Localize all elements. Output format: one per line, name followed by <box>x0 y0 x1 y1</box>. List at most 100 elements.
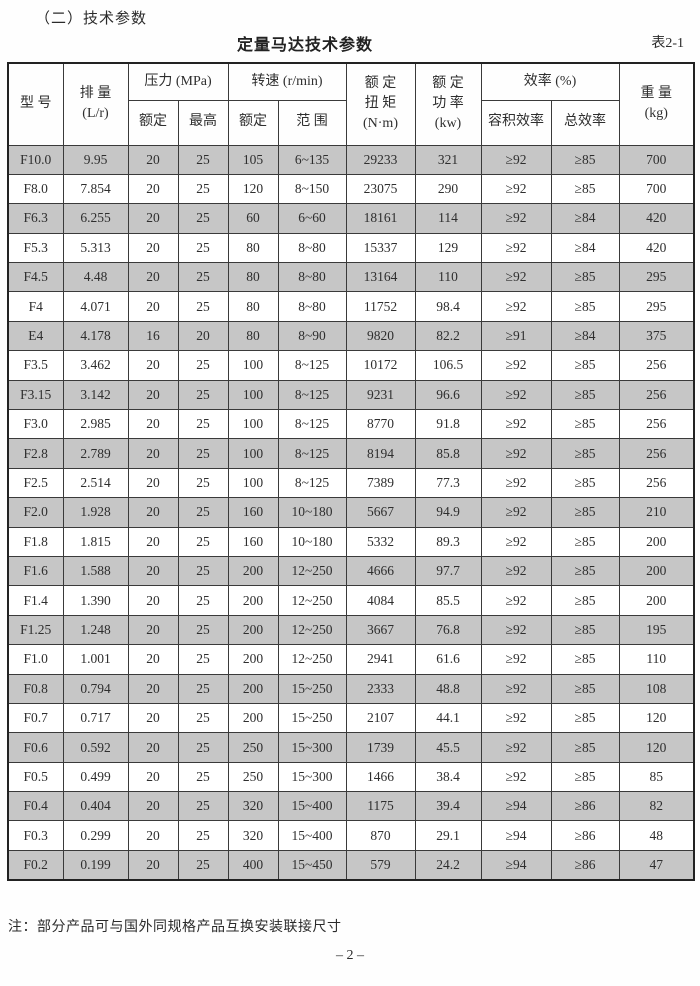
table-cell: 8~125 <box>277 467 347 499</box>
table-cell: 25 <box>177 438 229 469</box>
table-cell: 85 <box>618 761 695 793</box>
table-cell: ≥92 <box>480 409 552 440</box>
table-cell: ≥85 <box>550 702 620 734</box>
table-cell: 5667 <box>345 497 416 528</box>
table-cell: F4.5 <box>7 262 64 293</box>
section-heading: （二）技术参数 <box>35 11 148 27</box>
header-speed-rated: 额定 <box>227 99 279 146</box>
table-cell: 8194 <box>345 438 416 469</box>
table-cell: 15~250 <box>277 673 347 704</box>
table-cell: 76.8 <box>414 614 482 646</box>
table-cell: ≥85 <box>550 614 620 646</box>
table-cell: 18161 <box>345 203 416 234</box>
table-row: F0.3 0.299 20 25 320 15~400 870 29.1 ≥94 ≥86 48 <box>7 820 695 851</box>
table-cell: 290 <box>414 173 482 205</box>
table-title: 定量马达技术参数 <box>236 37 374 54</box>
table-cell: 4666 <box>345 555 416 587</box>
table-row: F2.5 2.514 20 25 100 8~125 7389 77.3 ≥92 ≥85 256 <box>7 467 695 499</box>
table-cell: 100 <box>227 350 279 381</box>
table-cell: 15~450 <box>277 849 347 881</box>
table-row: F0.6 0.592 20 25 250 15~300 1739 45.5 ≥92 ≥85 120 <box>7 732 695 763</box>
table-cell: 25 <box>177 614 229 646</box>
table-cell: 20 <box>127 526 179 557</box>
table-cell: 25 <box>177 232 229 264</box>
table-cell: 25 <box>177 849 229 881</box>
table-cell: 15~250 <box>277 702 347 734</box>
table-cell: 15~400 <box>277 820 347 851</box>
table-cell: 80 <box>227 232 279 264</box>
table-cell: 200 <box>227 702 279 734</box>
table-cell: 25 <box>177 379 229 411</box>
table-cell: 1.001 <box>62 644 129 675</box>
table-cell: 20 <box>127 291 179 322</box>
table-cell: 320 <box>227 820 279 851</box>
table-cell: F5.3 <box>7 232 64 264</box>
table-cell: ≥92 <box>480 555 552 587</box>
table-cell: F10.0 <box>7 144 64 175</box>
table-row: F6.3 6.255 20 25 60 6~60 18161 114 ≥92 ≥84 420 <box>7 203 695 234</box>
table-cell: 82 <box>618 791 695 822</box>
table-row: F1.4 1.390 20 25 200 12~250 4084 85.5 ≥92 ≥85 200 <box>7 585 695 616</box>
table-cell: 82.2 <box>414 320 482 352</box>
table-cell: ≥92 <box>480 262 552 293</box>
table-cell: 160 <box>227 526 279 557</box>
table-cell: 25 <box>177 497 229 528</box>
header-pressure-group: 压力 (MPa) <box>127 62 229 101</box>
table-cell: 256 <box>618 467 695 499</box>
header-power: 额 定 功 率 (kw) <box>414 62 482 146</box>
table-cell: 39.4 <box>414 791 482 822</box>
header-efficiency-group: 效率 (%) <box>480 62 620 101</box>
table-cell: F0.6 <box>7 732 64 763</box>
table-cell: 20 <box>127 409 179 440</box>
table-cell: 105 <box>227 144 279 175</box>
table-cell: F0.8 <box>7 673 64 704</box>
table-cell: 8~125 <box>277 438 347 469</box>
table-cell: 11752 <box>345 291 416 322</box>
table-cell: 20 <box>127 614 179 646</box>
table-cell: 25 <box>177 644 229 675</box>
table-cell: ≥92 <box>480 438 552 469</box>
table-cell: 24.2 <box>414 849 482 881</box>
table-cell: 700 <box>618 144 695 175</box>
table-cell: 0.299 <box>62 820 129 851</box>
table-cell: 420 <box>618 232 695 264</box>
table-cell: 0.794 <box>62 673 129 704</box>
table-cell: 20 <box>127 849 179 881</box>
table-cell: 80 <box>227 262 279 293</box>
table-cell: F1.8 <box>7 526 64 557</box>
table-cell: 25 <box>177 702 229 734</box>
table-cell: 29.1 <box>414 820 482 851</box>
table-cell: 61.6 <box>414 644 482 675</box>
table-cell: 110 <box>414 262 482 293</box>
header-speed-group: 转速 (r/min) <box>227 62 347 101</box>
table-cell: ≥84 <box>550 203 620 234</box>
table-cell: F8.0 <box>7 173 64 205</box>
table-cell: F0.7 <box>7 702 64 734</box>
table-cell: F0.4 <box>7 791 64 822</box>
table-cell: 97.7 <box>414 555 482 587</box>
table-cell: 10~180 <box>277 497 347 528</box>
table-row: F10.0 9.95 20 25 105 6~135 29233 321 ≥92 ≥85 700 <box>7 144 695 175</box>
table-cell: 12~250 <box>277 585 347 616</box>
table-cell: 25 <box>177 467 229 499</box>
table-cell: 20 <box>127 820 179 851</box>
table-cell: 80 <box>227 291 279 322</box>
table-cell: 321 <box>414 144 482 175</box>
table-cell: 8~80 <box>277 262 347 293</box>
table-cell: ≥92 <box>480 350 552 381</box>
table-cell: F1.6 <box>7 555 64 587</box>
table-cell: 45.5 <box>414 732 482 763</box>
table-cell: 108 <box>618 673 695 704</box>
motor-parameters-table: 型 号 排 量 (L/r) 压力 (MPa) 转速 (r/min) 额 定 扭 … <box>7 62 695 881</box>
table-cell: 120 <box>227 173 279 205</box>
table-cell: ≥92 <box>480 144 552 175</box>
table-cell: 25 <box>177 732 229 763</box>
table-cell: F0.5 <box>7 761 64 793</box>
table-cell: 25 <box>177 820 229 851</box>
table-cell: 0.404 <box>62 791 129 822</box>
table-cell: 256 <box>618 409 695 440</box>
table-cell: ≥94 <box>480 791 552 822</box>
table-cell: 20 <box>127 585 179 616</box>
table-cell: 20 <box>127 379 179 411</box>
table-cell: F1.4 <box>7 585 64 616</box>
